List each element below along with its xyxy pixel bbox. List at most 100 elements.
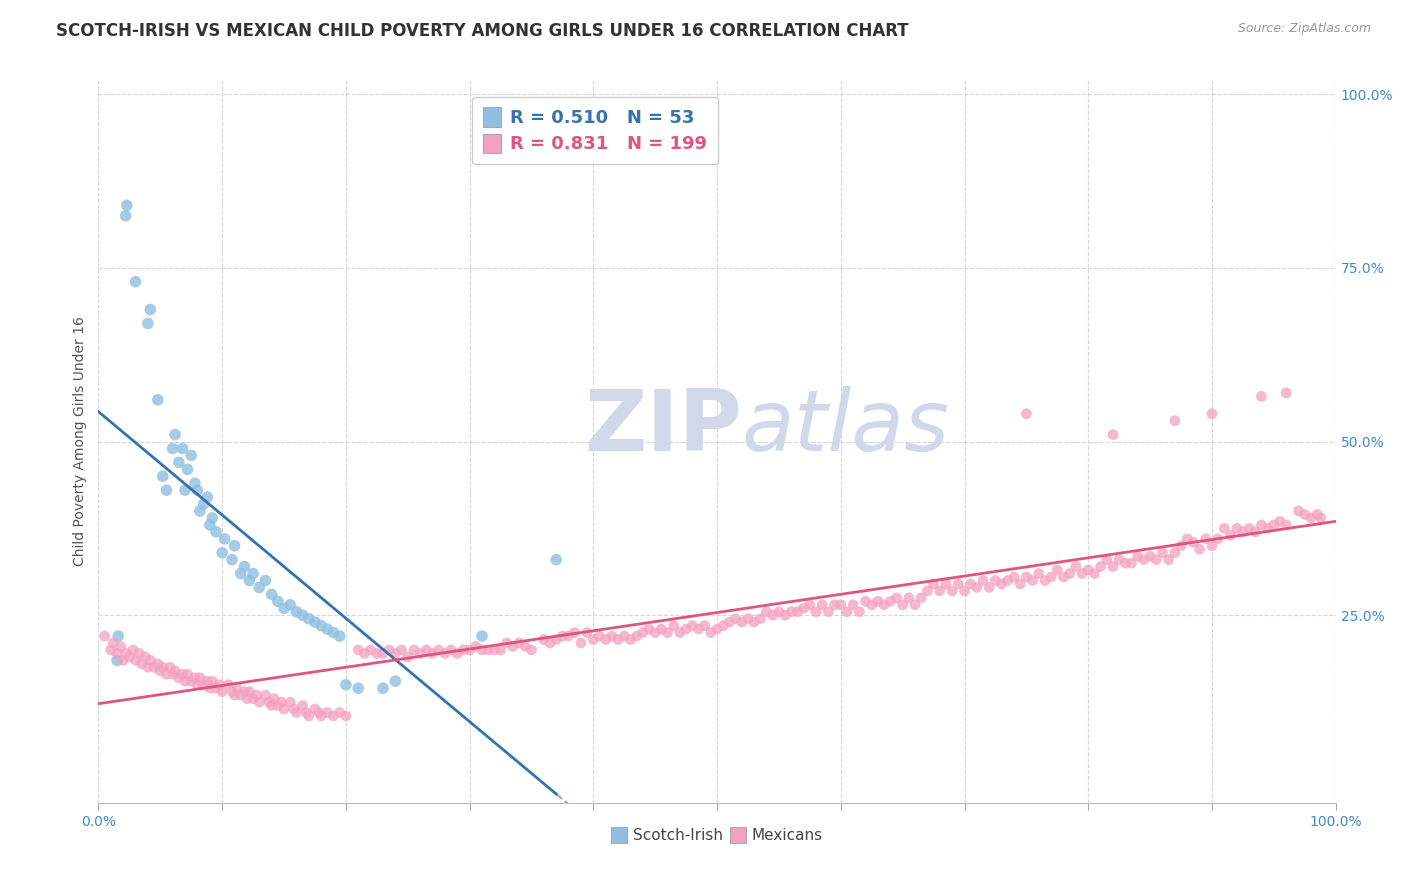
Point — [626, 629, 648, 643]
Point — [205, 524, 228, 539]
Point — [308, 706, 330, 720]
Point — [134, 649, 156, 664]
Point — [1033, 574, 1056, 588]
Point — [1175, 532, 1198, 546]
Point — [371, 647, 394, 661]
Point — [155, 667, 177, 681]
Point — [105, 647, 128, 661]
Point — [427, 643, 450, 657]
Point — [737, 612, 759, 626]
Point — [180, 449, 202, 463]
Point — [941, 583, 963, 598]
Point — [304, 702, 326, 716]
Point — [928, 583, 950, 598]
Point — [520, 643, 543, 657]
Point — [195, 490, 218, 504]
Point — [201, 674, 224, 689]
Point — [1064, 559, 1087, 574]
Point — [221, 684, 243, 698]
Point — [1071, 566, 1094, 581]
Point — [208, 678, 231, 692]
Point — [291, 698, 314, 713]
Point — [415, 643, 437, 657]
Point — [347, 681, 370, 695]
Point — [260, 587, 283, 601]
Point — [1275, 385, 1298, 400]
Point — [184, 476, 207, 491]
Point — [1090, 559, 1112, 574]
Point — [484, 643, 506, 657]
Point — [718, 615, 741, 630]
Point — [270, 695, 292, 709]
Point — [793, 601, 815, 615]
Point — [124, 275, 146, 289]
Point — [198, 681, 221, 695]
Text: ZIP: ZIP — [583, 385, 742, 468]
Point — [152, 660, 174, 674]
Point — [124, 653, 146, 667]
Point — [1195, 532, 1218, 546]
Point — [205, 681, 228, 695]
Point — [105, 653, 128, 667]
Point — [1201, 539, 1223, 553]
Point — [508, 636, 530, 650]
Point — [1250, 517, 1272, 532]
Point — [749, 612, 772, 626]
Point — [1250, 389, 1272, 403]
Point — [557, 629, 579, 643]
Point — [195, 674, 218, 689]
Point — [1226, 521, 1249, 535]
Point — [972, 574, 994, 588]
Point — [1237, 521, 1260, 535]
Point — [257, 695, 280, 709]
Point — [188, 671, 211, 685]
Point — [298, 612, 321, 626]
Point — [780, 605, 803, 619]
Point — [1244, 524, 1267, 539]
Point — [966, 581, 988, 595]
Point — [322, 625, 344, 640]
Point — [440, 643, 463, 657]
Legend: Scotch-Irish, Mexicans: Scotch-Irish, Mexicans — [605, 821, 830, 849]
Point — [1046, 563, 1069, 577]
Point — [1021, 574, 1043, 588]
Point — [786, 605, 808, 619]
Point — [162, 667, 184, 681]
Point — [172, 667, 194, 681]
Point — [1010, 577, 1032, 591]
Text: Source: ZipAtlas.com: Source: ZipAtlas.com — [1237, 22, 1371, 36]
Point — [904, 598, 927, 612]
Point — [1102, 559, 1125, 574]
Point — [155, 483, 177, 498]
Point — [193, 497, 215, 511]
Point — [471, 629, 494, 643]
Point — [335, 678, 357, 692]
Point — [638, 622, 661, 636]
Point — [236, 691, 259, 706]
Point — [681, 618, 703, 632]
Point — [384, 647, 406, 661]
Point — [688, 622, 710, 636]
Point — [174, 483, 197, 498]
Point — [619, 632, 641, 647]
Point — [100, 643, 122, 657]
Point — [149, 664, 172, 678]
Point — [295, 706, 318, 720]
Point — [285, 605, 308, 619]
Point — [1083, 566, 1105, 581]
Point — [607, 632, 630, 647]
Point — [122, 643, 145, 657]
Point — [322, 709, 344, 723]
Point — [1170, 539, 1192, 553]
Point — [273, 702, 295, 716]
Point — [569, 636, 592, 650]
Point — [278, 695, 301, 709]
Point — [657, 625, 679, 640]
Point — [103, 636, 125, 650]
Point — [1232, 524, 1254, 539]
Point — [131, 657, 153, 671]
Point — [935, 577, 957, 591]
Point — [1201, 407, 1223, 421]
Point — [489, 643, 512, 657]
Point — [285, 706, 308, 720]
